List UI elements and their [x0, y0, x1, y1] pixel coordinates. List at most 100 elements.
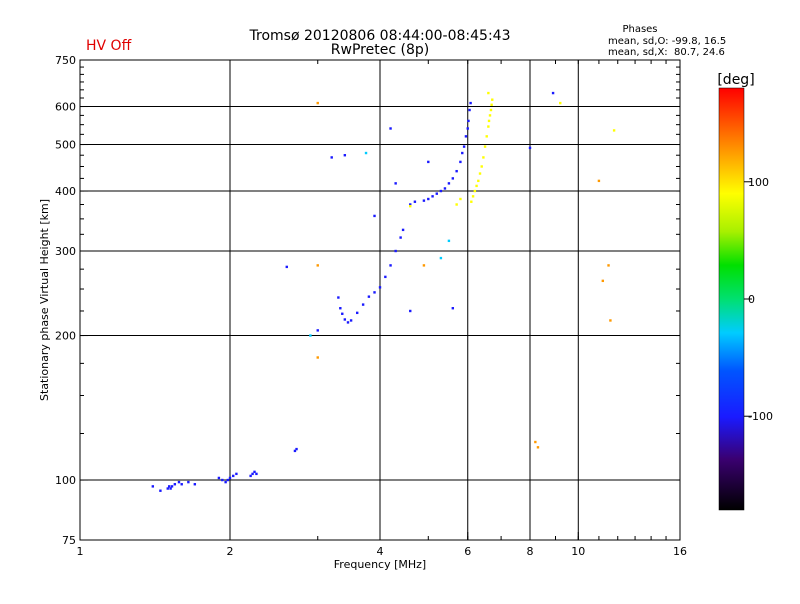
data-point — [528, 146, 532, 150]
x-tick-label: 2 — [227, 545, 234, 558]
data-point — [466, 127, 469, 130]
data-point — [349, 319, 353, 322]
data-point — [409, 204, 412, 208]
data-point — [607, 264, 610, 267]
data-point — [151, 485, 155, 488]
data-point — [443, 187, 447, 190]
data-point — [378, 286, 382, 289]
x-tick-label: 4 — [377, 545, 384, 558]
data-point — [490, 103, 493, 106]
axis-ticks: 1 2 4 6 8 10 16 75 100 200 300 400 500 600 750 — [55, 54, 687, 558]
data-point — [435, 192, 438, 195]
data-point — [187, 480, 190, 484]
data-point — [487, 119, 491, 123]
data-point — [470, 200, 473, 203]
data-point — [409, 309, 412, 313]
data-point — [431, 195, 434, 198]
data-point — [343, 318, 347, 321]
data-point — [478, 172, 482, 175]
data-point — [468, 108, 471, 112]
y-tick-label: 200 — [55, 330, 76, 343]
data-point — [612, 129, 616, 132]
data-point — [487, 125, 490, 128]
data-point — [461, 151, 464, 155]
data-point — [316, 356, 319, 359]
phases-o-mode: mean, sd,O: -99.8, 16.5 — [608, 36, 726, 47]
data-point — [477, 179, 480, 183]
x-tick-label: 1 — [77, 545, 84, 558]
data-point — [487, 91, 490, 95]
data-point — [226, 478, 230, 482]
data-points — [151, 91, 616, 492]
data-point — [459, 197, 462, 201]
y-tick-label: 750 — [55, 54, 76, 67]
data-point — [339, 307, 342, 310]
data-point — [609, 319, 612, 322]
data-point — [293, 449, 297, 453]
data-point — [488, 114, 492, 117]
data-point — [316, 101, 319, 105]
y-tick-label: 100 — [55, 474, 76, 487]
chart-title: Tromsø 20120806 08:44:00-08:45:43 — [249, 28, 511, 44]
data-point — [447, 239, 451, 243]
data-point — [551, 91, 555, 95]
data-point — [480, 165, 483, 168]
data-point — [536, 446, 540, 449]
data-point — [451, 177, 455, 180]
data-point — [373, 214, 376, 218]
data-point — [228, 476, 232, 480]
data-point — [295, 447, 298, 451]
data-point — [469, 101, 472, 105]
data-point — [355, 311, 359, 315]
data-point — [427, 197, 430, 201]
data-point — [177, 480, 181, 484]
data-point — [217, 476, 221, 480]
data-point — [285, 265, 288, 269]
data-point — [394, 249, 397, 253]
data-point — [455, 203, 458, 206]
data-point — [451, 307, 455, 310]
data-point — [427, 160, 430, 164]
x-tick-label: 10 — [571, 545, 585, 558]
y-tick-label: 300 — [55, 245, 76, 258]
data-point — [601, 279, 605, 283]
data-point — [221, 478, 224, 482]
data-point — [341, 312, 344, 315]
data-point — [485, 135, 488, 138]
data-point — [384, 275, 387, 279]
data-point — [346, 321, 350, 324]
data-point — [401, 228, 405, 232]
data-point — [169, 487, 172, 490]
colorbar-tick-label: 0 — [748, 293, 755, 306]
data-point — [166, 487, 169, 490]
data-point — [389, 127, 392, 130]
data-point — [439, 189, 443, 193]
data-point — [482, 156, 485, 159]
data-point — [330, 156, 333, 159]
chart-subtitle: RwPretec (8p) — [331, 42, 429, 58]
data-point — [459, 160, 462, 164]
y-axis-label: Stationary phase Virtual Height [km] — [38, 199, 51, 401]
data-point — [462, 145, 466, 148]
data-point — [361, 303, 365, 306]
grid-lines — [80, 60, 680, 540]
data-point — [170, 485, 174, 488]
data-point — [489, 108, 493, 112]
y-tick-label: 400 — [55, 185, 76, 198]
data-point — [167, 485, 171, 488]
data-point — [364, 151, 368, 155]
data-point — [464, 135, 468, 138]
colorbar-gradient — [718, 87, 745, 511]
data-point — [193, 483, 197, 486]
phases-x-mode: mean, sd,X: 80.7, 24.6 — [608, 47, 725, 58]
data-point — [180, 483, 183, 486]
data-point — [255, 472, 258, 476]
data-point — [373, 291, 376, 294]
data-point — [249, 474, 252, 478]
data-point — [409, 203, 412, 206]
data-point — [389, 264, 392, 267]
data-point — [399, 236, 402, 239]
data-point — [483, 145, 487, 148]
